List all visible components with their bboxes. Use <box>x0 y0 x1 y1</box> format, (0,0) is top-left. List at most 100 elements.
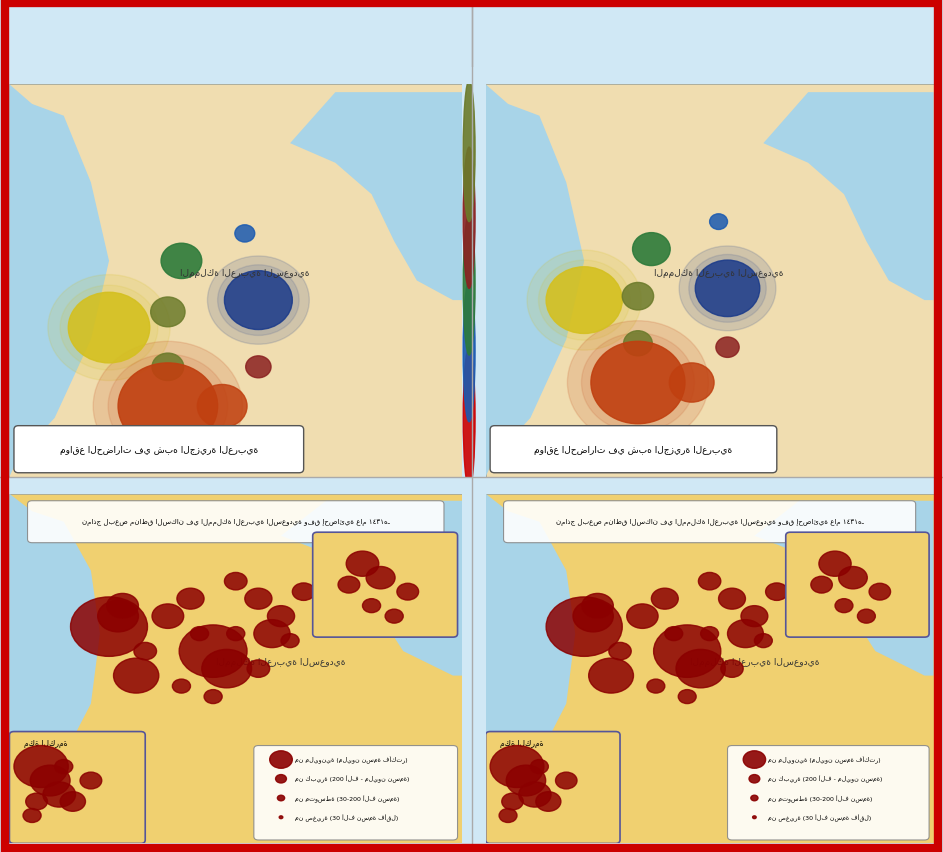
Circle shape <box>838 567 868 590</box>
Text: المملكة العربية السعودية: المملكة العربية السعودية <box>689 658 819 666</box>
Circle shape <box>670 364 714 403</box>
Text: من متوسطة (30-200 ألف نسمة): من متوسطة (30-200 ألف نسمة) <box>768 794 872 802</box>
Circle shape <box>502 793 523 810</box>
Polygon shape <box>764 93 934 301</box>
Circle shape <box>463 281 475 423</box>
Circle shape <box>55 760 73 774</box>
Polygon shape <box>9 494 462 843</box>
Circle shape <box>519 782 551 807</box>
Circle shape <box>633 233 670 267</box>
Circle shape <box>152 604 184 629</box>
Circle shape <box>546 268 622 334</box>
Circle shape <box>281 634 299 648</box>
Circle shape <box>568 321 708 445</box>
Text: مواقع الحضارات في شبه الجزيرة العربية: مواقع الحضارات في شبه الجزيرة العربية <box>59 446 258 454</box>
Circle shape <box>204 690 223 704</box>
Circle shape <box>246 356 271 378</box>
Circle shape <box>463 348 475 489</box>
Circle shape <box>177 589 204 609</box>
Circle shape <box>93 342 242 471</box>
Circle shape <box>279 816 283 819</box>
Circle shape <box>118 364 218 450</box>
Polygon shape <box>281 501 462 676</box>
Circle shape <box>588 659 634 694</box>
Circle shape <box>173 679 190 694</box>
Text: من صغيرة (30 ألف نسمة فأقل): من صغيرة (30 ألف نسمة فأقل) <box>768 814 871 821</box>
FancyBboxPatch shape <box>27 501 444 543</box>
Circle shape <box>60 792 86 811</box>
Text: من متوسطة (30-200 ألف نسمة): من متوسطة (30-200 ألف نسمة) <box>294 794 399 802</box>
Circle shape <box>43 782 75 807</box>
Circle shape <box>538 261 630 341</box>
Circle shape <box>247 660 270 677</box>
Polygon shape <box>486 85 585 477</box>
Circle shape <box>582 334 694 433</box>
Circle shape <box>751 795 758 801</box>
Circle shape <box>463 215 475 355</box>
Circle shape <box>743 751 766 769</box>
Text: مكة الكرمة: مكة الكرمة <box>24 738 68 746</box>
FancyBboxPatch shape <box>504 501 916 543</box>
Circle shape <box>741 606 768 627</box>
Circle shape <box>591 342 685 424</box>
Circle shape <box>197 385 247 428</box>
Circle shape <box>277 795 285 801</box>
Circle shape <box>338 577 360 593</box>
Circle shape <box>609 642 631 660</box>
Circle shape <box>665 627 683 641</box>
Circle shape <box>653 625 720 677</box>
Circle shape <box>676 649 725 688</box>
Circle shape <box>869 584 890 601</box>
Circle shape <box>48 275 170 381</box>
Circle shape <box>623 331 653 356</box>
Circle shape <box>224 272 292 331</box>
Polygon shape <box>486 85 934 477</box>
Circle shape <box>811 577 833 593</box>
Text: من مليونية (مليون نسمة فأكثر): من مليونية (مليون نسمة فأكثر) <box>768 756 881 763</box>
Circle shape <box>292 584 315 601</box>
Circle shape <box>652 589 678 609</box>
Circle shape <box>202 649 252 688</box>
Circle shape <box>270 751 292 769</box>
Circle shape <box>226 627 245 641</box>
Circle shape <box>23 809 41 822</box>
Circle shape <box>749 774 760 783</box>
Circle shape <box>555 772 577 789</box>
Polygon shape <box>290 93 462 301</box>
Circle shape <box>819 551 852 577</box>
Circle shape <box>60 286 157 371</box>
FancyBboxPatch shape <box>728 746 929 840</box>
Circle shape <box>754 634 772 648</box>
Circle shape <box>506 765 546 796</box>
Polygon shape <box>9 85 109 477</box>
Circle shape <box>268 606 294 627</box>
Polygon shape <box>9 494 100 843</box>
Circle shape <box>679 247 776 331</box>
FancyBboxPatch shape <box>786 532 929 637</box>
Text: المملكة العربية السعودية: المملكة العربية السعودية <box>216 658 346 666</box>
Text: نماذج لبعض مناطق السكان في المملكة العربية السعودية وفق إحصائية عام ١٤٣١هـ: نماذج لبعض مناطق السكان في المملكة العرب… <box>555 519 864 526</box>
Circle shape <box>275 774 287 783</box>
Circle shape <box>835 599 852 613</box>
Circle shape <box>695 261 760 317</box>
Circle shape <box>14 746 68 787</box>
Text: مكة الكرمة: مكة الكرمة <box>500 738 543 746</box>
Circle shape <box>71 597 147 657</box>
Polygon shape <box>486 494 575 843</box>
Circle shape <box>98 601 139 632</box>
Circle shape <box>720 660 743 677</box>
Text: مواقع الحضارات في شبه الجزيرة العربية: مواقع الحضارات في شبه الجزيرة العربية <box>535 446 733 454</box>
Circle shape <box>152 354 184 381</box>
Circle shape <box>80 772 102 789</box>
Circle shape <box>151 297 185 327</box>
Text: من صغيرة (30 ألف نسمة فأقل): من صغيرة (30 ألف نسمة فأقل) <box>294 814 398 821</box>
Polygon shape <box>754 501 934 676</box>
Text: من مليونية (مليون نسمة فأكثر): من مليونية (مليون نسمة فأكثر) <box>294 756 407 763</box>
Circle shape <box>179 625 247 677</box>
Circle shape <box>536 792 561 811</box>
Circle shape <box>224 573 247 590</box>
FancyBboxPatch shape <box>313 532 457 637</box>
Text: نماذج لبعض مناطق السكان في المملكة العربية السعودية وفق إحصائية عام ١٤٣١هـ: نماذج لبعض مناطق السكان في المملكة العرب… <box>82 519 389 526</box>
FancyBboxPatch shape <box>14 426 304 473</box>
Text: المملكة العربية السعودية: المملكة العربية السعودية <box>180 269 309 278</box>
